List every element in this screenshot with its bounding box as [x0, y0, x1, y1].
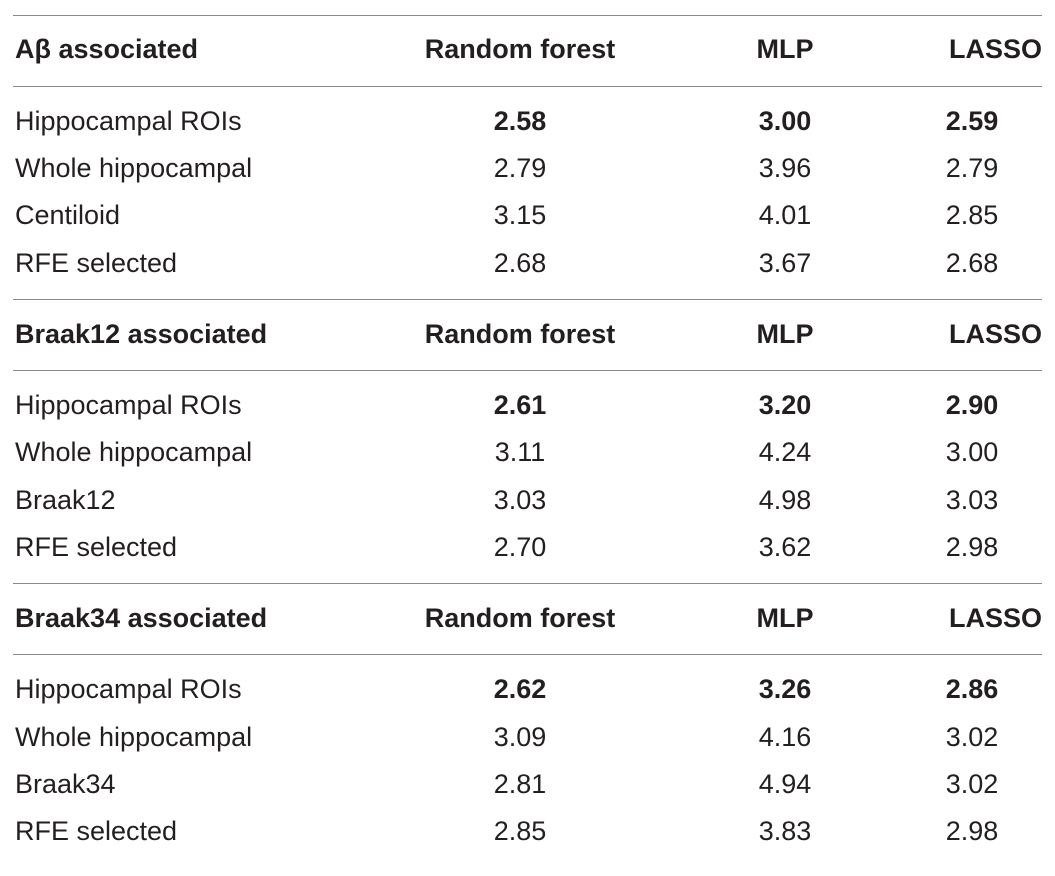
table-rule: [13, 86, 1042, 87]
table-row: Whole hippocampal 2.79 3.96 2.79: [0, 145, 1055, 192]
table-row: Braak12 3.03 4.98 3.03: [0, 477, 1055, 524]
table-rule: [13, 370, 1042, 371]
table-row: RFE selected 2.68 3.67 2.68: [0, 240, 1055, 287]
column-header-mlp: MLP: [756, 603, 814, 633]
mlp-value: 3.26: [758, 674, 812, 704]
column-header-lasso: LASSO: [948, 603, 1042, 633]
lasso-value: 2.85: [945, 200, 999, 230]
table-row: Hippocampal ROIs 2.62 3.26 2.86: [0, 666, 1055, 713]
mlp-value: 3.00: [758, 106, 812, 136]
mlp-value: 3.83: [758, 816, 812, 846]
table-row: Hippocampal ROIs 2.61 3.20 2.90: [0, 382, 1055, 429]
lasso-value: 3.03: [945, 485, 999, 515]
column-header-lasso: LASSO: [948, 319, 1042, 349]
row-label: Whole hippocampal: [15, 437, 253, 467]
lasso-value: 2.86: [945, 674, 999, 704]
random-forest-value: 3.03: [493, 485, 547, 515]
random-forest-value: 2.58: [493, 106, 547, 136]
lasso-value: 2.68: [945, 248, 999, 278]
table-rule: [13, 654, 1042, 655]
lasso-value: 3.02: [945, 769, 999, 799]
random-forest-value: 2.85: [493, 816, 547, 846]
section-header-row: Aβ associated Random forest MLP LASSO: [0, 26, 1055, 73]
table-row: Centiloid 3.15 4.01 2.85: [0, 192, 1055, 239]
row-label: Braak12: [15, 485, 116, 515]
lasso-value: 2.59: [945, 106, 999, 136]
table-row: Whole hippocampal 3.11 4.24 3.00: [0, 429, 1055, 476]
random-forest-value: 3.15: [493, 200, 547, 230]
row-label: Hippocampal ROIs: [15, 390, 242, 420]
row-label: Hippocampal ROIs: [15, 106, 242, 136]
mlp-value: 3.96: [758, 153, 812, 183]
column-header-mlp: MLP: [756, 319, 814, 349]
column-header-random-forest: Random forest: [424, 319, 616, 349]
section-header-label: Aβ associated: [15, 34, 199, 64]
table-rule: [13, 299, 1042, 300]
row-label: Whole hippocampal: [15, 153, 253, 183]
mlp-value: 4.24: [758, 437, 812, 467]
section-header-label: Braak34 associated: [15, 603, 268, 633]
table-rule: [13, 15, 1042, 16]
column-header-mlp: MLP: [756, 34, 814, 64]
column-header-random-forest: Random forest: [424, 34, 616, 64]
mlp-value: 4.01: [758, 200, 812, 230]
lasso-value: 3.02: [945, 722, 999, 752]
random-forest-value: 2.81: [493, 769, 547, 799]
table-row: Hippocampal ROIs 2.58 3.00 2.59: [0, 98, 1055, 145]
table-row: Whole hippocampal 3.09 4.16 3.02: [0, 714, 1055, 761]
row-label: Braak34: [15, 769, 116, 799]
mlp-value: 4.98: [758, 485, 812, 515]
mlp-value: 3.62: [758, 532, 812, 562]
row-label: Hippocampal ROIs: [15, 674, 242, 704]
section-header-row: Braak34 associated Random forest MLP LAS…: [0, 595, 1055, 642]
random-forest-value: 3.09: [493, 722, 547, 752]
lasso-value: 2.90: [945, 390, 999, 420]
mlp-value: 4.16: [758, 722, 812, 752]
table-rule: [13, 583, 1042, 584]
random-forest-value: 2.61: [493, 390, 547, 420]
row-label: RFE selected: [15, 816, 178, 846]
row-label: RFE selected: [15, 532, 178, 562]
row-label: RFE selected: [15, 248, 178, 278]
random-forest-value: 2.79: [493, 153, 547, 183]
random-forest-value: 3.11: [494, 437, 546, 467]
table-row: Braak34 2.81 4.94 3.02: [0, 761, 1055, 808]
lasso-value: 3.00: [945, 437, 999, 467]
random-forest-value: 2.62: [493, 674, 547, 704]
row-label: Centiloid: [15, 200, 121, 230]
lasso-value: 2.98: [945, 816, 999, 846]
column-header-random-forest: Random forest: [424, 603, 616, 633]
mlp-value: 3.67: [758, 248, 812, 278]
row-label: Whole hippocampal: [15, 722, 253, 752]
mlp-value: 3.20: [758, 390, 812, 420]
table-row: RFE selected 2.85 3.83 2.98: [0, 808, 1055, 855]
mlp-value: 4.94: [758, 769, 812, 799]
lasso-value: 2.98: [945, 532, 999, 562]
section-header-label: Braak12 associated: [15, 319, 268, 349]
section-header-row: Braak12 associated Random forest MLP LAS…: [0, 311, 1055, 358]
column-header-lasso: LASSO: [948, 34, 1042, 64]
random-forest-value: 2.70: [493, 532, 547, 562]
lasso-value: 2.79: [945, 153, 999, 183]
random-forest-value: 2.68: [493, 248, 547, 278]
table-row: RFE selected 2.70 3.62 2.98: [0, 524, 1055, 571]
